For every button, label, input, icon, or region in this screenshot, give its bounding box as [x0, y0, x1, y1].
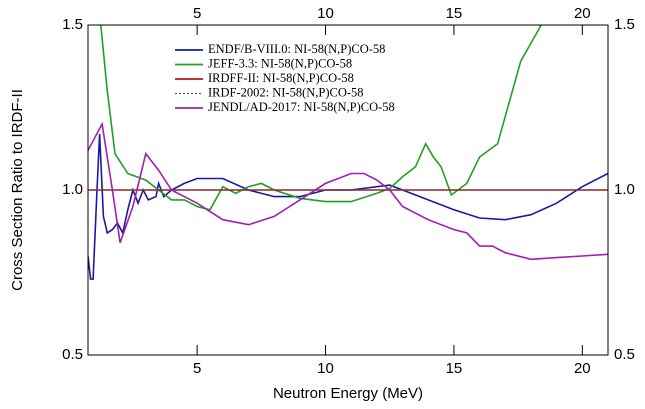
y2-tick-label: 1.0: [614, 181, 635, 198]
y2-tick-label: 1.5: [614, 16, 635, 33]
y-tick-label: 1.0: [62, 181, 83, 198]
x-axis-label: Neutron Energy (MeV): [273, 385, 423, 402]
y-axis-label: Cross Section Ratio to IRDF-II: [9, 89, 26, 291]
x2-tick-label: 10: [317, 5, 334, 22]
legend-label: JENDL/AD-2017: NI-58(N,P)CO-58: [208, 100, 395, 114]
legend-label: ENDF/B-VIII.0: NI-58(N,P)CO-58: [208, 42, 385, 56]
legend-label: JEFF-3.3: NI-58(N,P)CO-58: [208, 56, 352, 70]
y-tick-label: 1.5: [62, 16, 83, 33]
plot-lines: [88, 25, 608, 280]
series-line: [88, 121, 608, 261]
x2-tick-label: 20: [574, 5, 591, 22]
x-tick-label: 10: [317, 360, 334, 377]
series-line: [88, 133, 608, 280]
legend-label: IRDF-2002: NI-58(N,P)CO-58: [208, 85, 364, 99]
x-tick-label: 5: [193, 360, 201, 377]
plot-frame: [87, 24, 609, 356]
x-tick-label: 20: [574, 360, 591, 377]
x2-tick-label: 5: [193, 5, 201, 22]
x-tick-label: 15: [446, 360, 463, 377]
y-tick-label: 0.5: [62, 346, 83, 363]
x2-tick-label: 15: [446, 5, 463, 22]
y2-tick-label: 0.5: [614, 346, 635, 363]
legend-label: IRDFF-II: NI-58(N,P)CO-58: [208, 71, 354, 85]
